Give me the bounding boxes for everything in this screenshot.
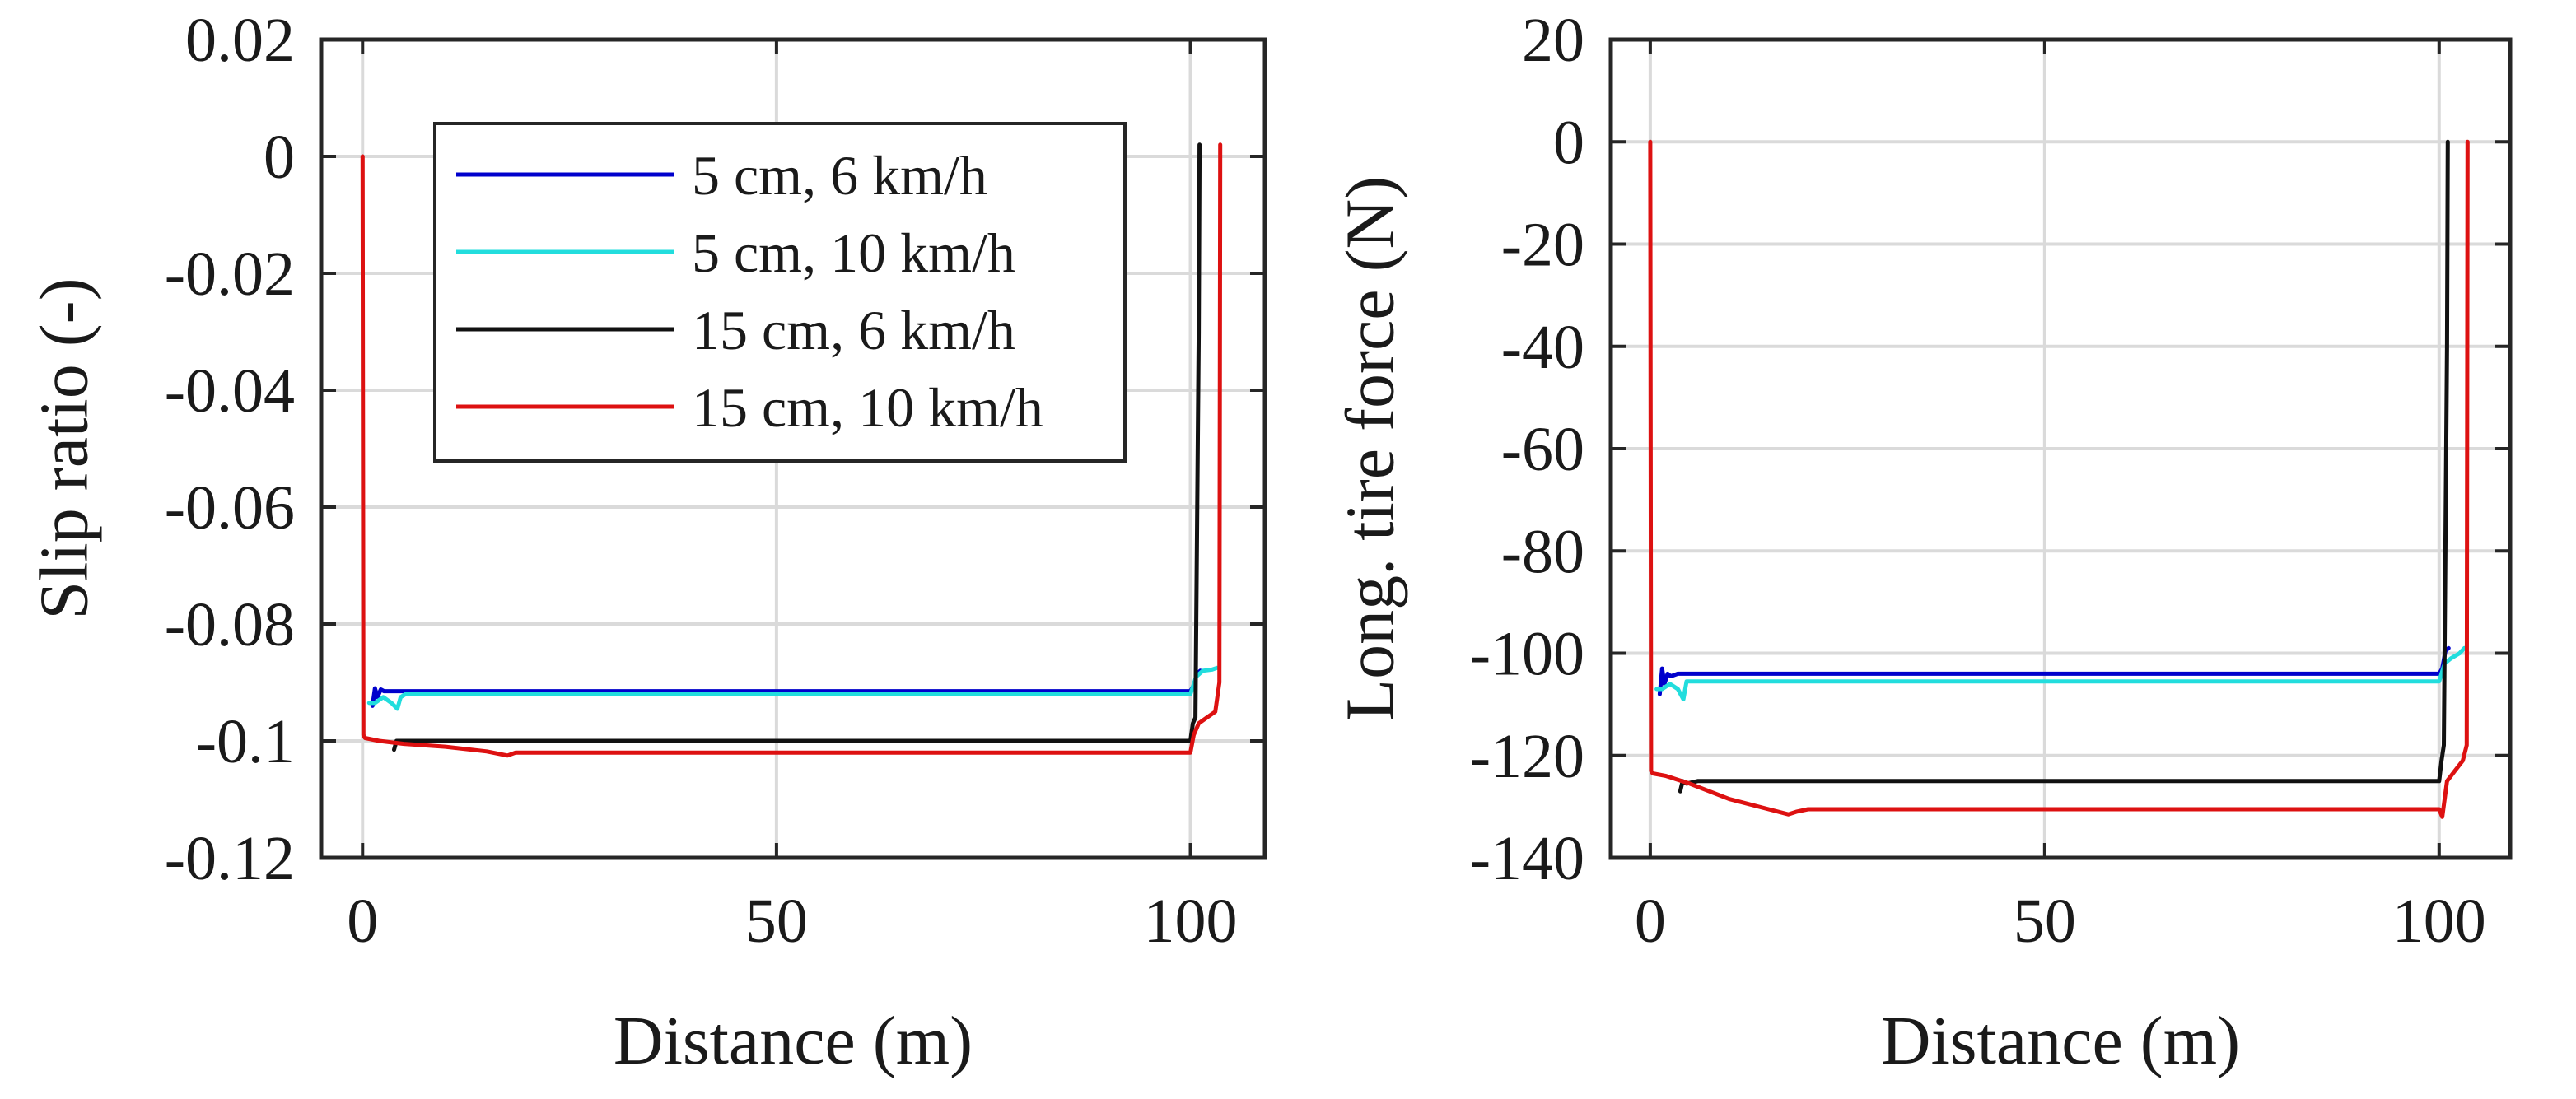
long-tire-force-chart: 0 50 100 20 0 -20 -40 -60 -80 -100 -120 -140 Distanc…: [1332, 6, 2513, 1079]
legend-entry-4: 15 cm, 10 km/h: [692, 376, 1043, 439]
chart-1-y-tick-label: -40: [1501, 313, 1584, 382]
chart-0-x-axis-label: Distance (m): [614, 1003, 973, 1079]
legend-entry-1: 5 cm, 6 km/h: [692, 144, 987, 207]
legend-entry-2: 5 cm, 10 km/h: [692, 221, 1015, 284]
chart-1-x-axis-label: Distance (m): [1881, 1003, 2240, 1079]
chart-1-y-axis-label: Long. tire force (N): [1332, 176, 1409, 721]
chart-1-y-tick-label: -100: [1470, 620, 1584, 689]
chart-0-y-tick-label: -0.1: [196, 707, 295, 776]
chart-1-y-tick-label: -20: [1501, 211, 1584, 280]
chart-1-y-tick-label: 0: [1553, 108, 1584, 177]
chart-0-x-tick-label: 0: [347, 887, 378, 956]
chart-1-y-tick-label: -80: [1501, 517, 1584, 586]
chart-1-y-tick-label: 20: [1522, 6, 1584, 75]
chart-1-y-tick-label: -120: [1470, 722, 1584, 791]
chart-0-y-tick-label: -0.02: [165, 240, 295, 309]
chart-1-x-tick-label: 50: [2014, 887, 2076, 956]
chart-1-series-line-1: [1657, 645, 2451, 696]
chart-1-y-tick-label: -140: [1470, 824, 1584, 893]
chart-1-y-tick-label: -60: [1501, 415, 1584, 484]
chart-0-y-tick-label: -0.04: [165, 356, 295, 426]
chart-1-x-tick-label: 0: [1635, 887, 1666, 956]
slip-ratio-chart: 0 50 100 0.02 0 -0.02 -0.04 -0.06 -0.08 -0.1 -0.12…: [26, 6, 1267, 1079]
chart-0-series-line-3: [392, 142, 1202, 752]
chart-0-y-tick-label: -0.06: [165, 473, 295, 543]
chart-0-y-tick-label: -0.08: [165, 590, 295, 659]
chart-1-series-line-3: [1678, 139, 2450, 794]
legend-entry-3: 15 cm, 6 km/h: [692, 299, 1015, 361]
chart-1-series-line-2: [1654, 645, 2466, 701]
chart-1-x-tick-label: 100: [2392, 887, 2486, 956]
chart-0-y-axis-label: Slip ratio (-): [26, 277, 103, 619]
chart-0-axes-box: [319, 37, 1267, 860]
chart-0-y-tick-label: -0.12: [165, 824, 295, 893]
chart-0-series-line-2: [366, 665, 1220, 711]
chart-0-x-tick-label: 100: [1144, 887, 1238, 956]
chart-0-y-tick-label: 0.02: [185, 6, 295, 75]
chart-0-series-line-4: [360, 142, 1223, 758]
chart-1-series-line-4: [1648, 139, 2470, 819]
chart-0-series-line-1: [370, 668, 1203, 708]
chart-0-x-tick-label: 50: [745, 887, 808, 956]
chart-0-y-tick-label: 0: [264, 123, 295, 192]
